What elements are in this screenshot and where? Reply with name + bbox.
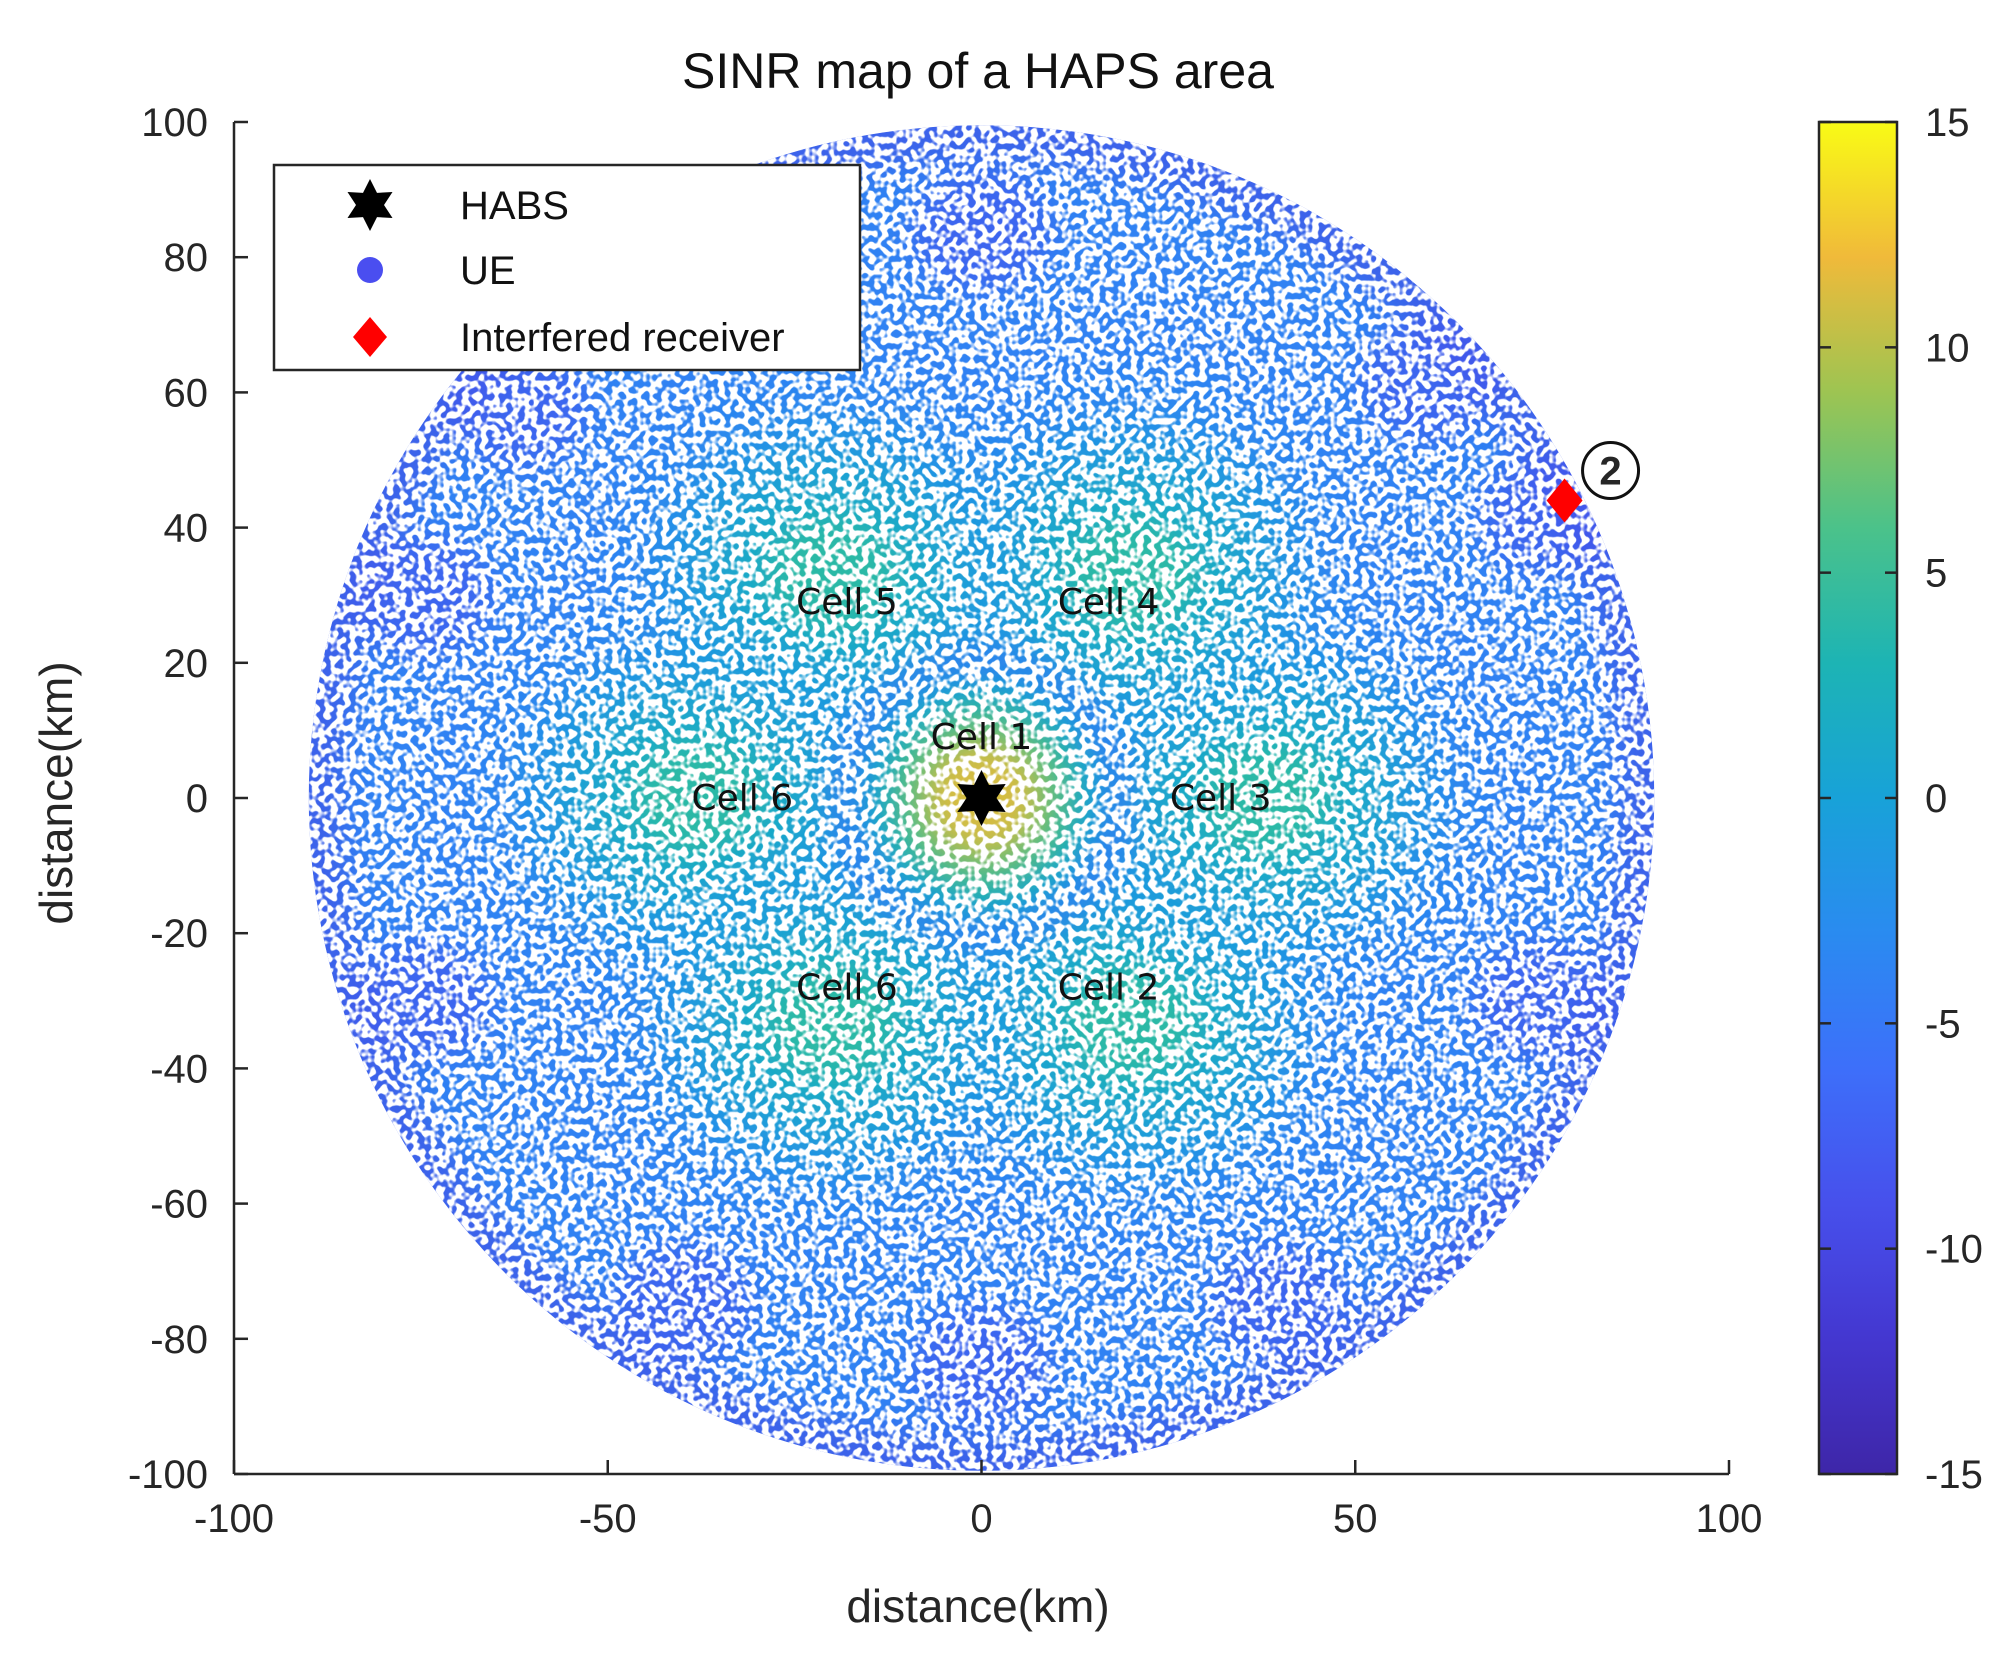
colorbar-tick-label: -15 bbox=[1925, 1453, 1983, 1497]
y-tick-label: -80 bbox=[150, 1318, 208, 1362]
legend-entry: UE bbox=[357, 249, 516, 293]
interfered-receiver-diamond-icon bbox=[1546, 478, 1583, 523]
y-tick-label: 20 bbox=[164, 642, 209, 686]
cell-label: Cell 1 bbox=[931, 717, 1033, 758]
cell-label: Cell 2 bbox=[1058, 967, 1160, 1008]
y-tick-label: -60 bbox=[150, 1183, 208, 1227]
colorbar: 15 10 5 0 -5 -10 -15 bbox=[1817, 101, 1983, 1497]
legend-label: HABS bbox=[460, 184, 569, 228]
cell-label: Cell 4 bbox=[1058, 582, 1160, 623]
legend-diamond-icon bbox=[353, 317, 387, 357]
y-tick-label: 60 bbox=[164, 371, 209, 415]
colorbar-tick-label: 0 bbox=[1925, 777, 1947, 821]
colorbar-tick-label: 15 bbox=[1925, 101, 1970, 145]
colorbar-tick-label: 10 bbox=[1925, 326, 1970, 370]
cell-label: Cell 5 bbox=[796, 582, 898, 623]
legend-circle-icon bbox=[357, 257, 383, 283]
y-tick-label: -100 bbox=[128, 1453, 208, 1497]
receiver-annotation: 2 bbox=[1581, 441, 1641, 501]
y-tick-label: -20 bbox=[150, 912, 208, 956]
legend: HABS UE Interfered receiver bbox=[272, 163, 862, 372]
habs-star-shape bbox=[957, 770, 1006, 826]
legend-label: Interfered receiver bbox=[460, 316, 785, 360]
annotation-number: 2 bbox=[1599, 450, 1621, 494]
y-tick-label: 80 bbox=[164, 236, 209, 280]
x-tick-label: 0 bbox=[970, 1497, 992, 1541]
x-axis-label: distance(km) bbox=[846, 1580, 1109, 1632]
x-tick-label: 50 bbox=[1333, 1497, 1378, 1541]
colorbar-tick-label: 5 bbox=[1925, 552, 1947, 596]
habs-star-icon bbox=[957, 770, 1006, 826]
legend-label: UE bbox=[460, 249, 516, 293]
y-tick-label: 40 bbox=[164, 507, 209, 551]
x-tick-label: -50 bbox=[579, 1497, 637, 1541]
cell-label: Cell 6 bbox=[691, 778, 793, 819]
cell-label: Cell 6 bbox=[796, 967, 898, 1008]
y-tick-label: 0 bbox=[186, 777, 208, 821]
colorbar-ticks: 15 10 5 0 -5 -10 -15 bbox=[1819, 101, 1983, 1497]
cell-label: Cell 3 bbox=[1170, 778, 1272, 819]
colorbar-tick-label: -10 bbox=[1925, 1228, 1983, 1272]
x-tick-label: 100 bbox=[1696, 1497, 1763, 1541]
receiver-diamond-shape bbox=[1546, 478, 1583, 523]
colorbar-tick-label: -5 bbox=[1925, 1002, 1961, 1046]
colorbar-gradient bbox=[1817, 120, 1899, 1476]
plot-axes: -100 -50 0 50 100 100 80 60 40 20 0 -20 -40 -60 -80 -1… bbox=[128, 101, 1762, 1541]
y-axis-label: distance(km) bbox=[30, 661, 82, 924]
legend-entry: HABS bbox=[347, 179, 569, 231]
chart-title: SINR map of a HAPS area bbox=[682, 43, 1274, 99]
x-ticks: -100 -50 0 50 100 bbox=[194, 1460, 1762, 1541]
y-tick-label: -40 bbox=[150, 1047, 208, 1091]
y-ticks: 100 80 60 40 20 0 -20 -40 -60 -80 -100 bbox=[128, 101, 248, 1497]
annotation-circle bbox=[1581, 441, 1641, 501]
y-tick-label: 100 bbox=[141, 101, 208, 145]
legend-entry: Interfered receiver bbox=[353, 316, 785, 360]
legend-star-icon bbox=[347, 179, 393, 231]
x-tick-label: -100 bbox=[194, 1497, 274, 1541]
cell-labels: Cell 1 Cell 2 Cell 3 Cell 4 Cell 5 Cell 6 Cell… bbox=[691, 582, 1271, 1008]
